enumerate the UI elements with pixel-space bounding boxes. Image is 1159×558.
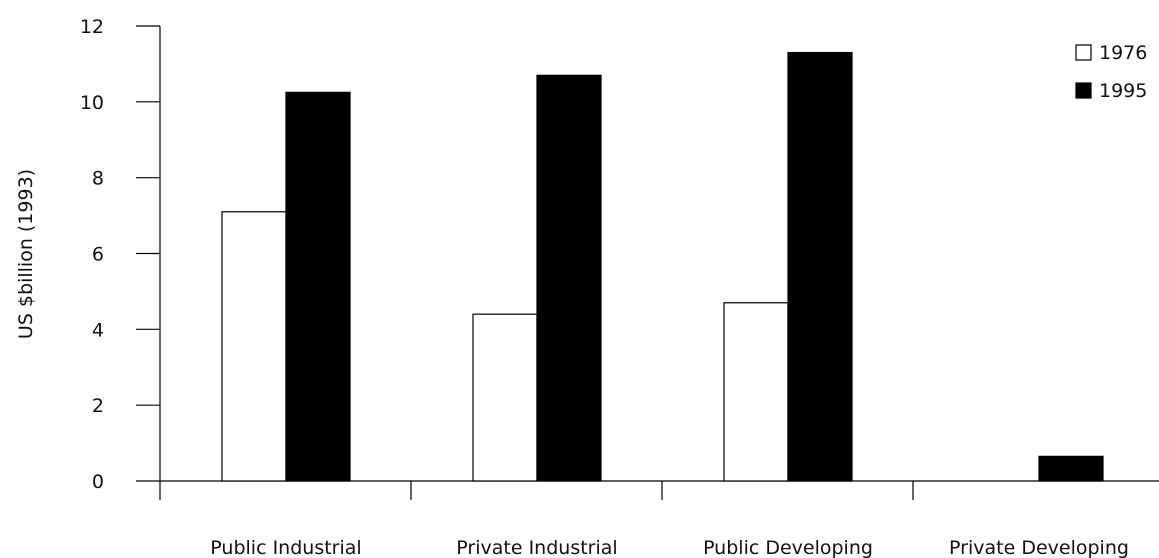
legend-swatch-1976	[1075, 44, 1092, 61]
legend-label-1976: 1976	[1099, 42, 1147, 64]
y-tick-label: 2	[92, 395, 104, 417]
y-tick-label: 8	[92, 168, 104, 190]
y-tick-label: 4	[92, 319, 104, 341]
bar-1976-2	[723, 302, 789, 482]
bars	[221, 51, 1104, 482]
bar-1995-1	[536, 74, 602, 482]
category-label: Public Industrial	[210, 537, 361, 558]
y-axis: 0 2 4 6 8 10 12	[80, 16, 161, 500]
category-labels: Public Industrial Private Industrial Publi…	[210, 537, 1129, 558]
y-axis-title: US $billion (1993)	[15, 169, 37, 339]
bar-1995-0	[285, 91, 351, 482]
x-axis	[160, 480, 1159, 500]
legend-label-1995: 1995	[1099, 80, 1147, 102]
y-tick-label: 10	[80, 92, 104, 114]
bar-1995-2	[787, 51, 853, 482]
bar-1976-1	[472, 313, 538, 482]
y-tick-label: 12	[80, 16, 104, 38]
category-label: Public Developing	[703, 537, 873, 558]
y-tick-label: 6	[92, 244, 104, 266]
bar-1976-0	[221, 211, 287, 482]
legend: 1976 1995	[1075, 42, 1147, 102]
legend-swatch-1995	[1075, 82, 1092, 99]
bar-1995-3	[1038, 455, 1104, 482]
category-label: Private Developing	[949, 537, 1129, 558]
y-tick-label: 0	[92, 471, 104, 493]
category-label: Private Industrial	[456, 537, 617, 558]
